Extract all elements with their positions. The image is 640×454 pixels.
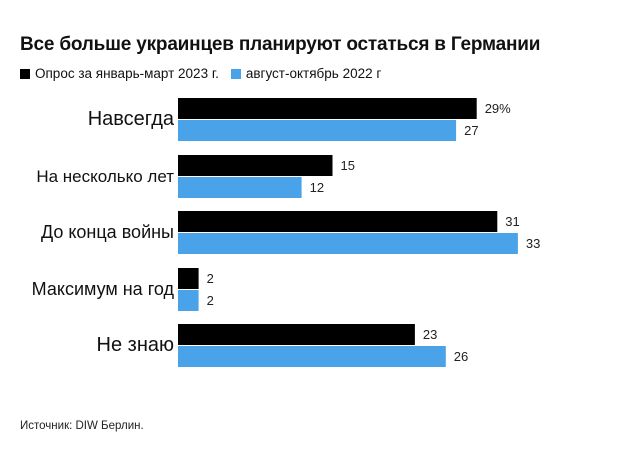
bar-series-2 (178, 233, 518, 254)
category-label: На несколько лет (36, 167, 174, 186)
data-label: 33 (526, 236, 540, 251)
bar-series-2 (178, 120, 457, 141)
category-label: До конца войны (41, 222, 174, 242)
data-label: 26 (454, 349, 468, 364)
bar-series-2 (178, 177, 302, 198)
legend-item-series-2: август-октябрь 2022 г (230, 66, 382, 81)
bar-series-2 (178, 346, 446, 367)
data-label: 29% (485, 101, 511, 116)
legend-swatch-series-2 (230, 68, 241, 79)
data-label: 2 (207, 271, 214, 286)
legend-item-series-1: Опрос за январь-март 2023 г. (20, 66, 219, 81)
data-label: 15 (341, 158, 355, 173)
data-label: 23 (423, 327, 437, 342)
bar-series-2 (178, 290, 199, 311)
chart-title: Все больше украинцев планируют остаться … (20, 34, 541, 55)
data-label: 27 (464, 123, 478, 138)
bar-series-1 (178, 155, 333, 176)
bar-series-1 (178, 211, 498, 232)
source-note: Источник: DIW Берлин. (20, 420, 144, 432)
category-label: Навсегда (88, 108, 175, 130)
legend-label-series-1: Опрос за январь-март 2023 г. (35, 66, 219, 81)
data-label: 2 (207, 293, 214, 308)
data-label: 31 (505, 214, 519, 229)
bar-series-1 (178, 98, 477, 119)
category-label: Максимум на год (32, 279, 175, 299)
data-label: 12 (310, 180, 324, 195)
legend-label-series-2: август-октябрь 2022 г (245, 66, 382, 81)
legend-swatch-series-1 (20, 68, 30, 79)
legend: Опрос за январь-март 2023 г. август-октя… (20, 66, 393, 81)
bar-series-1 (178, 268, 199, 289)
bar-series-1 (178, 324, 415, 345)
category-label: Не знаю (97, 334, 174, 356)
